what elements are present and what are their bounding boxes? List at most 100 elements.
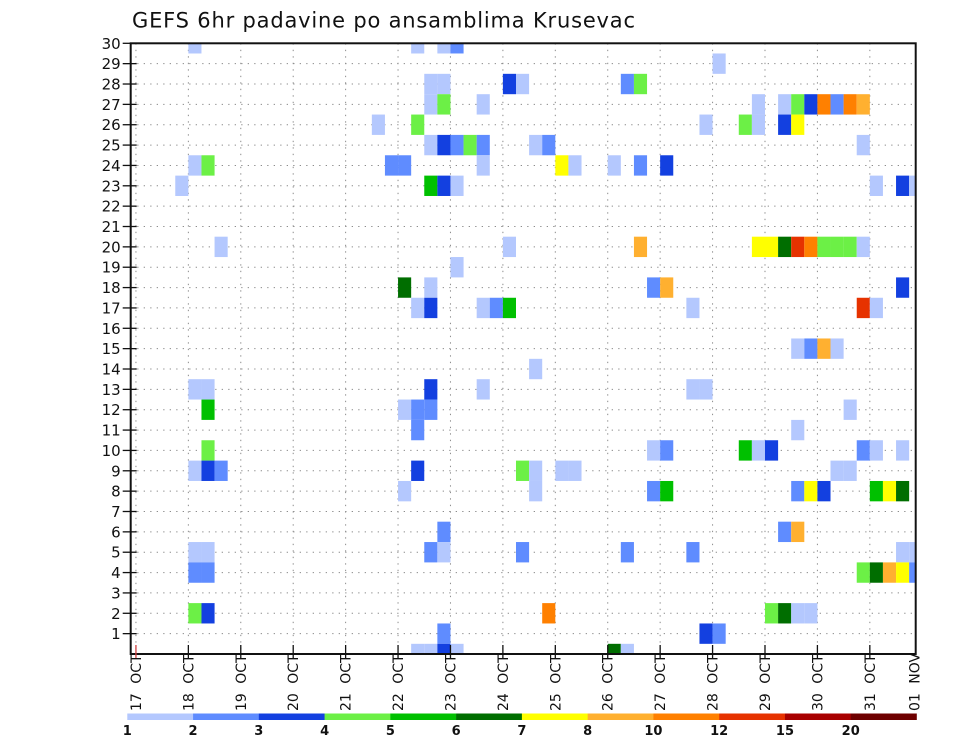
heatmap-cell <box>201 603 215 624</box>
colorbar-label: 8 <box>583 724 592 739</box>
heatmap-cell <box>201 379 215 400</box>
y-tick-label: 6 <box>111 523 121 541</box>
heatmap-cell <box>751 236 765 258</box>
y-tick-label: 2 <box>111 605 121 623</box>
heatmap-cell <box>817 338 831 359</box>
y-tick-label: 26 <box>102 116 121 134</box>
colorbar-segment <box>390 713 457 720</box>
heatmap-cell <box>201 155 215 176</box>
heatmap-cell <box>529 460 543 481</box>
y-tick-label: 18 <box>102 279 121 297</box>
heatmap-cell <box>607 643 621 654</box>
colorbar-legend: 1 2 3 4 5 6 7 8 10 12 15 20 <box>123 713 917 739</box>
heatmap-cell <box>856 297 870 319</box>
heatmap-cell <box>660 440 674 461</box>
x-tick-label: 31 OCT <box>863 654 879 711</box>
heatmap-cell <box>384 155 399 176</box>
heatmap-cell <box>896 175 910 196</box>
heatmap-cell <box>411 419 425 441</box>
heatmap-cell <box>699 114 713 135</box>
y-tick-label: 10 <box>102 442 121 460</box>
y-tick-label: 24 <box>102 157 121 175</box>
heatmap-cell <box>633 236 648 258</box>
heatmap-cell <box>633 73 648 95</box>
heatmap-cell <box>791 603 805 624</box>
heatmap-cell <box>882 562 897 583</box>
x-tick-label: 28 OCT <box>706 654 722 711</box>
heatmap-cell <box>424 175 438 196</box>
y-tick-label: 9 <box>111 462 121 480</box>
heatmap-cell <box>437 643 451 654</box>
heatmap-cell <box>476 155 490 176</box>
heatmap-cell <box>476 134 490 156</box>
heatmap-cell <box>437 623 451 644</box>
heatmap-cell <box>437 175 451 196</box>
y-tick-label: 23 <box>102 177 121 195</box>
heatmap-cell <box>869 480 883 502</box>
heatmap-cell <box>856 562 870 583</box>
colorbar-segment <box>587 713 654 720</box>
heatmap-cell <box>843 94 857 115</box>
heatmap-cell <box>411 43 425 54</box>
y-tick-label: 29 <box>102 55 121 73</box>
colorbar-segment <box>784 713 852 720</box>
heatmap-cell <box>909 175 916 196</box>
x-tick-label: 23 OCT <box>443 654 459 711</box>
x-tick-label: 17 OCT <box>129 654 145 711</box>
heatmap-cell <box>476 379 490 400</box>
y-tick-label: 17 <box>102 299 121 317</box>
heatmap-cell <box>856 134 870 156</box>
heatmap-cell <box>791 419 805 441</box>
heatmap-cell <box>437 94 451 115</box>
x-tick-label: 26 OCT <box>601 654 617 711</box>
heatmap-cell <box>647 440 661 461</box>
y-tick-label: 21 <box>102 218 121 236</box>
colorbar-label: 1 <box>123 724 132 739</box>
heatmap-cell <box>830 236 844 258</box>
heatmap-cell <box>607 155 621 176</box>
heatmap-cell <box>411 460 425 481</box>
heatmap-cell <box>398 480 412 502</box>
heatmap-cell <box>201 562 215 583</box>
colorbar-label: 6 <box>452 724 461 739</box>
heatmap-cell <box>502 297 516 319</box>
heatmap-cell <box>476 94 490 115</box>
colorbar-segment <box>258 713 325 720</box>
y-tick-label: 14 <box>102 361 121 379</box>
heatmap-cell <box>214 460 228 481</box>
heatmap-cell <box>830 460 844 481</box>
heatmap-cell <box>738 440 752 461</box>
heatmap-cell <box>201 542 215 563</box>
colorbar-segment <box>193 713 260 720</box>
heatmap-cell <box>830 94 844 115</box>
heatmap-cell <box>424 542 438 563</box>
y-tick-label: 19 <box>102 259 121 277</box>
y-tick-label: 12 <box>102 401 121 419</box>
colorbar-label: 2 <box>189 724 198 739</box>
y-tick-label: 13 <box>102 381 121 399</box>
heatmap-cell <box>804 603 818 624</box>
heatmap-cell <box>188 562 202 583</box>
heatmap-cell <box>450 643 464 654</box>
heatmap-cell <box>660 480 674 502</box>
heatmap-cell <box>896 480 910 502</box>
heatmap-cell <box>909 562 916 583</box>
heatmap-cell <box>686 542 700 563</box>
heatmap-cell <box>856 440 870 461</box>
y-tick-label: 11 <box>102 422 121 440</box>
heatmap-cell <box>764 236 779 258</box>
heatmap-cell <box>542 603 556 624</box>
heatmap-cell <box>791 236 805 258</box>
heatmap-cell <box>882 480 897 502</box>
heatmap-cells <box>175 43 916 654</box>
heatmap-cell <box>424 399 438 420</box>
heatmap-cell <box>686 297 700 319</box>
heatmap-cell <box>476 297 490 319</box>
colorbar-segment <box>456 713 523 720</box>
heatmap-cell <box>424 379 438 400</box>
y-tick-label: 4 <box>111 564 121 582</box>
x-tick-label: 24 OCT <box>496 654 512 711</box>
heatmap-cell <box>633 155 648 176</box>
heatmap-cell <box>804 236 818 258</box>
